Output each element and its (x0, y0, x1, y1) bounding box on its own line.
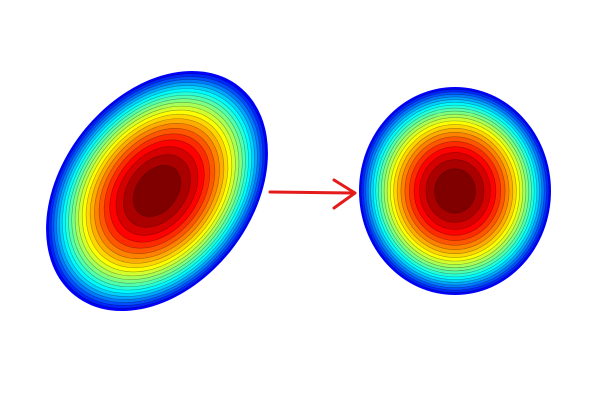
transform-arrow (268, 178, 357, 210)
arrow-head (332, 178, 357, 210)
circular-distribution-contour-22 (434, 168, 476, 214)
arrow-shaft (268, 190, 354, 195)
elongated-distribution-contour-22 (133, 165, 181, 217)
circular-distribution (359, 87, 551, 295)
elongated-distribution (46, 70, 268, 312)
